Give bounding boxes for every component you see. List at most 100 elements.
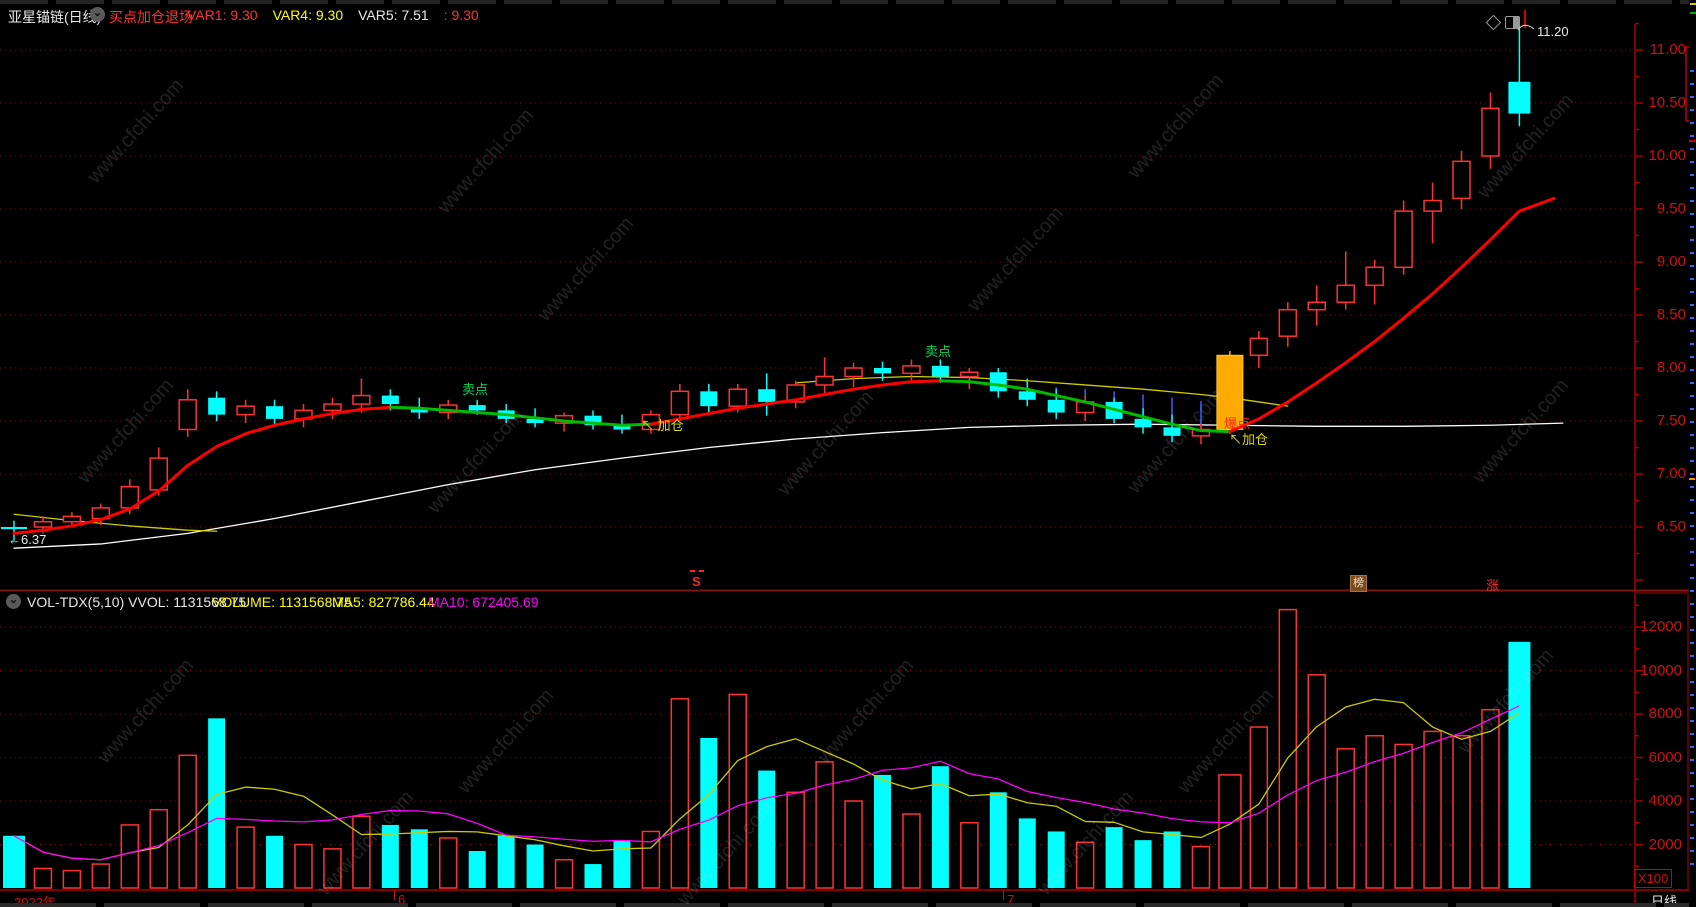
candle[interactable] [1, 527, 27, 530]
candle[interactable] [902, 365, 921, 375]
candle[interactable] [1134, 418, 1152, 428]
volume-bar[interactable] [1508, 641, 1531, 888]
volume-bar[interactable] [1307, 674, 1326, 889]
volume-bar[interactable] [323, 848, 342, 889]
volume-bar[interactable] [1394, 743, 1413, 889]
candle[interactable] [208, 397, 226, 415]
candle[interactable] [381, 395, 399, 405]
volume-bar[interactable] [815, 761, 834, 889]
candle[interactable] [1423, 199, 1442, 212]
volume-bar[interactable] [1018, 818, 1036, 888]
candle[interactable] [815, 375, 834, 386]
candle[interactable] [1307, 301, 1326, 311]
candle[interactable] [989, 372, 1007, 392]
candle[interactable] [468, 405, 486, 411]
volume-bar[interactable] [1481, 708, 1500, 889]
candle[interactable] [62, 515, 82, 523]
volume-bar[interactable] [3, 835, 25, 888]
candle[interactable] [236, 405, 255, 416]
volume-bar[interactable] [208, 718, 226, 888]
volume-bar[interactable] [410, 829, 428, 888]
volume-bar[interactable] [960, 822, 979, 889]
panel-toggle-icon[interactable] [1505, 16, 1520, 29]
volume-bar[interactable] [728, 693, 747, 889]
candle[interactable] [670, 390, 690, 416]
candle[interactable] [758, 389, 776, 402]
volume-bar[interactable] [352, 815, 371, 889]
candle[interactable] [323, 403, 342, 412]
volume-bar[interactable] [1278, 608, 1298, 889]
candle[interactable] [613, 425, 631, 430]
candle[interactable] [1336, 284, 1355, 304]
volume-bar[interactable] [1365, 735, 1384, 889]
candle[interactable] [178, 399, 197, 431]
burst-candle[interactable] [1216, 354, 1244, 430]
candle[interactable] [728, 388, 747, 407]
volume-bar[interactable] [1163, 831, 1181, 888]
volume-bar[interactable] [786, 791, 805, 889]
candle[interactable] [960, 371, 979, 378]
candle[interactable] [1394, 210, 1413, 269]
volume-bar[interactable] [902, 813, 921, 889]
candle[interactable] [844, 367, 863, 378]
volume-bar[interactable] [670, 698, 690, 889]
volume-bar[interactable] [62, 869, 82, 889]
candle[interactable] [266, 406, 284, 419]
candle[interactable] [1018, 391, 1036, 400]
volume-bar[interactable] [700, 737, 718, 888]
volume-bar[interactable] [1191, 845, 1211, 889]
volume-bar[interactable] [468, 851, 486, 888]
volume-bar[interactable] [931, 766, 949, 888]
volume-bar[interactable] [439, 837, 458, 889]
candle[interactable] [1278, 308, 1298, 337]
volume-bar[interactable] [1218, 774, 1242, 889]
volume-bar[interactable] [1075, 841, 1095, 889]
volume-bar[interactable] [613, 840, 631, 888]
volume-bar[interactable] [91, 863, 111, 889]
volume-bar[interactable] [1452, 735, 1471, 889]
volume-bar[interactable] [554, 858, 574, 889]
volume-bar[interactable] [33, 867, 53, 889]
candle[interactable] [410, 408, 428, 413]
volume-bar[interactable] [1105, 827, 1123, 888]
candle[interactable] [526, 418, 544, 424]
candle[interactable] [1452, 160, 1471, 200]
candle[interactable] [1508, 81, 1531, 114]
volume-bar[interactable] [381, 824, 399, 888]
volume-bar[interactable] [584, 864, 602, 888]
volume-bar[interactable] [1134, 840, 1152, 888]
candle[interactable] [584, 415, 602, 426]
candle[interactable] [1481, 107, 1500, 157]
volume-bar[interactable] [526, 844, 544, 889]
candle[interactable] [33, 520, 53, 528]
indicator-name[interactable]: 买点加仓退场 [109, 9, 193, 25]
volume-bar[interactable] [1336, 748, 1355, 889]
volume-bar[interactable] [266, 835, 284, 888]
ex-rights-marker[interactable]: S [692, 574, 701, 589]
volume-bar[interactable] [989, 792, 1007, 888]
candle[interactable] [700, 391, 718, 407]
candle[interactable] [931, 365, 949, 377]
ranking-marker[interactable]: 榜 [1350, 575, 1367, 592]
volume-bar[interactable] [1047, 831, 1065, 888]
volume-bar[interactable] [1423, 730, 1442, 889]
candle[interactable] [874, 368, 891, 374]
candle[interactable] [1249, 337, 1269, 357]
candle[interactable] [352, 394, 371, 405]
volume-indicator-name[interactable]: VOL-TDX(5,10) VVOL: 1131568.75 [27, 594, 247, 610]
volume-bar[interactable] [844, 800, 863, 889]
chevron-down-circle-icon[interactable]: ⌄ [6, 594, 21, 609]
volume-bar[interactable] [178, 754, 197, 889]
volume-bar[interactable] [236, 826, 255, 889]
candle[interactable] [1047, 399, 1065, 413]
candle[interactable] [1163, 427, 1181, 436]
chevron-down-circle-icon[interactable]: ⌄ [90, 7, 105, 22]
volume-bar[interactable] [294, 843, 313, 889]
candle[interactable] [1365, 266, 1384, 287]
volume-bar[interactable] [497, 835, 515, 888]
volume-bar[interactable] [758, 770, 776, 888]
volume-bar[interactable] [641, 830, 661, 889]
volume-bar[interactable] [874, 774, 891, 888]
